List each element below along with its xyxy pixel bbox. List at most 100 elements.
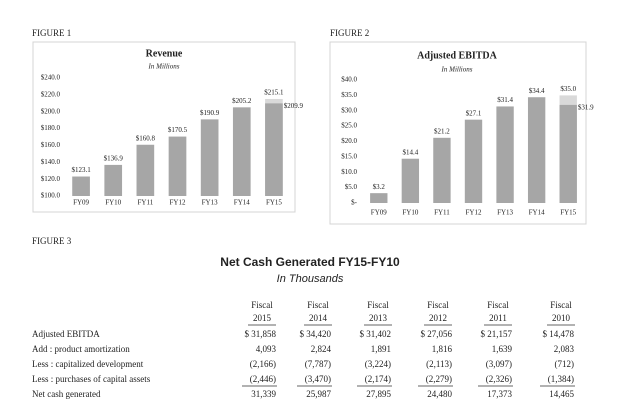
table-cell: (2,326) — [486, 374, 512, 384]
x-tick-label: FY11 — [138, 199, 154, 207]
y-tick-label: $240.0 — [41, 74, 61, 82]
table-cell: $ 14,478 — [543, 329, 575, 339]
y-tick-label: $30.0 — [341, 106, 357, 114]
chart-frame — [32, 41, 296, 213]
table-cell: $ 31,402 — [360, 329, 392, 339]
figure-label: FIGURE 3 — [32, 236, 72, 246]
y-tick-label: $20.0 — [341, 137, 357, 145]
column-header: Fiscal — [427, 300, 449, 310]
x-tick-label: FY13 — [202, 199, 218, 207]
table-cell: 2,824 — [311, 344, 332, 354]
column-header: 2012 — [429, 313, 447, 323]
bar — [433, 137, 451, 203]
y-tick-label: $40.0 — [341, 76, 357, 84]
value-label: $31.9 — [578, 104, 594, 112]
table-cell: (3,097) — [486, 359, 512, 369]
y-tick-label: $200.0 — [41, 107, 61, 115]
value-label: $3.2 — [373, 183, 386, 191]
table-cell: 31,339 — [251, 389, 276, 399]
x-tick-label: FY14 — [529, 209, 545, 217]
x-tick-label: FY15 — [560, 209, 576, 217]
chart-title: Adjusted EBITDA — [417, 50, 498, 61]
table-cell: (712) — [555, 359, 575, 369]
bar — [370, 193, 388, 203]
table-cell: 27,895 — [366, 389, 391, 399]
column-header: Fiscal — [307, 300, 329, 310]
table-cell: $ 34,420 — [300, 329, 332, 339]
table-cell: (3,470) — [305, 374, 331, 384]
table-cell: (2,446) — [250, 374, 276, 384]
column-header: 2011 — [489, 313, 507, 323]
table-cell: 2,083 — [554, 344, 575, 354]
table-cell: (2,279) — [426, 374, 452, 384]
value-label: $35.0 — [560, 85, 576, 93]
table-cell: 4,093 — [256, 344, 277, 354]
bar — [464, 119, 483, 203]
table-cell: 14,465 — [549, 389, 574, 399]
bar — [104, 164, 123, 196]
chart-frame — [329, 41, 587, 225]
row-label: Less : purchases of capital assets — [32, 374, 151, 384]
table-cell: $ 27,056 — [421, 329, 453, 339]
value-label: $27.1 — [466, 109, 482, 117]
chart-title: Revenue — [146, 48, 183, 59]
table-cell: 1,639 — [492, 344, 513, 354]
table-cell: (2,174) — [365, 374, 391, 384]
x-tick-label: FY12 — [466, 209, 482, 217]
y-tick-label: $100.0 — [41, 192, 61, 200]
table-cell: 17,373 — [487, 389, 512, 399]
chart-subtitle: In Millions — [148, 63, 180, 71]
figure-label: FIGURE 2 — [330, 28, 369, 38]
column-header: 2013 — [369, 313, 388, 323]
x-tick-label: FY09 — [73, 199, 89, 207]
y-tick-label: $5.0 — [345, 183, 358, 191]
y-tick-label: $120.0 — [41, 175, 61, 183]
bar — [136, 144, 155, 196]
value-label: $136.9 — [104, 155, 124, 163]
x-tick-label: FY10 — [105, 199, 121, 207]
value-label: $190.9 — [200, 109, 220, 117]
x-tick-label: FY14 — [234, 199, 250, 207]
x-tick-label: FY11 — [434, 209, 450, 217]
column-header: 2014 — [309, 313, 328, 323]
table-title: Net Cash Generated FY15-FY10 — [220, 255, 400, 269]
table-cell: $ 31,858 — [245, 329, 277, 339]
y-tick-label: $160.0 — [41, 141, 61, 149]
x-tick-label: FY13 — [497, 209, 513, 217]
y-tick-label: $220.0 — [41, 90, 61, 98]
value-label: $123.1 — [71, 166, 91, 174]
table-cell: (2,113) — [426, 359, 452, 369]
table-cell: (2,166) — [250, 359, 276, 369]
bar — [200, 119, 219, 196]
bar — [401, 158, 420, 203]
value-label: $205.2 — [232, 97, 252, 105]
row-label: Adjusted EBITDA — [32, 329, 100, 339]
y-tick-label: $- — [351, 199, 358, 207]
value-label: $215.1 — [264, 89, 284, 97]
table-cell: $ 21,157 — [481, 329, 513, 339]
bar — [232, 107, 251, 196]
value-label: $14.4 — [402, 148, 418, 156]
column-header: Fiscal — [367, 300, 389, 310]
value-label: $21.2 — [434, 127, 450, 135]
bar — [527, 97, 546, 203]
x-tick-label: FY10 — [402, 209, 418, 217]
x-tick-label: FY15 — [266, 199, 282, 207]
bar — [72, 176, 90, 196]
table-cell: (7,787) — [305, 359, 331, 369]
row-label: Add : product amortization — [32, 344, 130, 354]
bar — [559, 104, 577, 203]
y-tick-label: $140.0 — [41, 158, 61, 166]
x-tick-label: FY12 — [170, 199, 186, 207]
value-label: $170.5 — [168, 126, 188, 134]
column-header: Fiscal — [487, 300, 509, 310]
y-tick-label: $15.0 — [341, 152, 357, 160]
table-subtitle: In Thousands — [277, 273, 344, 285]
table-cell: 25,987 — [306, 389, 331, 399]
value-label: $31.4 — [497, 96, 513, 104]
y-tick-label: $25.0 — [341, 122, 357, 130]
bar — [496, 106, 514, 203]
bar — [168, 136, 187, 196]
value-label: $160.8 — [136, 134, 156, 142]
